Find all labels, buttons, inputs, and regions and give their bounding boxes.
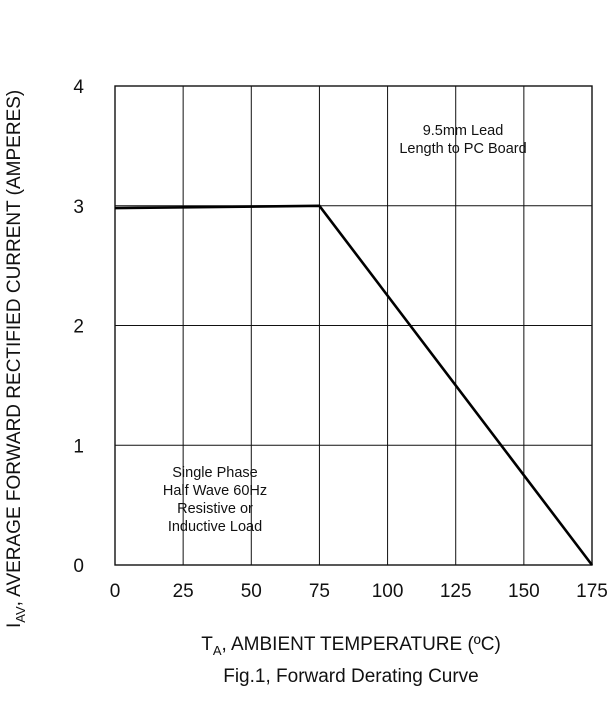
annotations: 9.5mm Lead Length to PC Board Single Phase… [163, 123, 527, 535]
grid-lines [115, 86, 592, 565]
y-tick-label: 3 [73, 197, 84, 218]
y-tick-label: 4 [73, 77, 84, 98]
x-tick-label: 0 [110, 581, 121, 602]
x-tick-label: 50 [241, 581, 262, 602]
x-tick-label: 75 [309, 581, 330, 602]
series-group [114, 204, 594, 566]
y-axis-label: IAV, AVERAGE FORWARD RECTIFIED CURRENT (… [4, 90, 28, 628]
x-tick-label: 150 [508, 581, 540, 602]
y-tick-label: 0 [73, 556, 84, 577]
x-tick-label: 125 [440, 581, 472, 602]
x-axis-label: TA, AMBIENT TEMPERATURE (ºC) [201, 634, 501, 658]
x-tick-label: 100 [372, 581, 404, 602]
y-tick-label: 2 [73, 317, 84, 338]
figure-caption: Fig.1, Forward Derating Curve [223, 666, 479, 687]
y-tick-label: 1 [73, 436, 84, 457]
y-tick-labels: 0 1 2 3 4 [73, 77, 84, 577]
derating-line [114, 204, 594, 566]
x-tick-label: 25 [173, 581, 194, 602]
x-tick-label: 175 [576, 581, 608, 602]
annotation-text: 9.5mm Lead Length to PC Board [399, 123, 526, 157]
annotation-text: Single Phase Half Wave 60Hz Resistive or In… [163, 465, 267, 535]
x-tick-labels: 0 25 50 75 100 125 150 175 [110, 581, 608, 602]
